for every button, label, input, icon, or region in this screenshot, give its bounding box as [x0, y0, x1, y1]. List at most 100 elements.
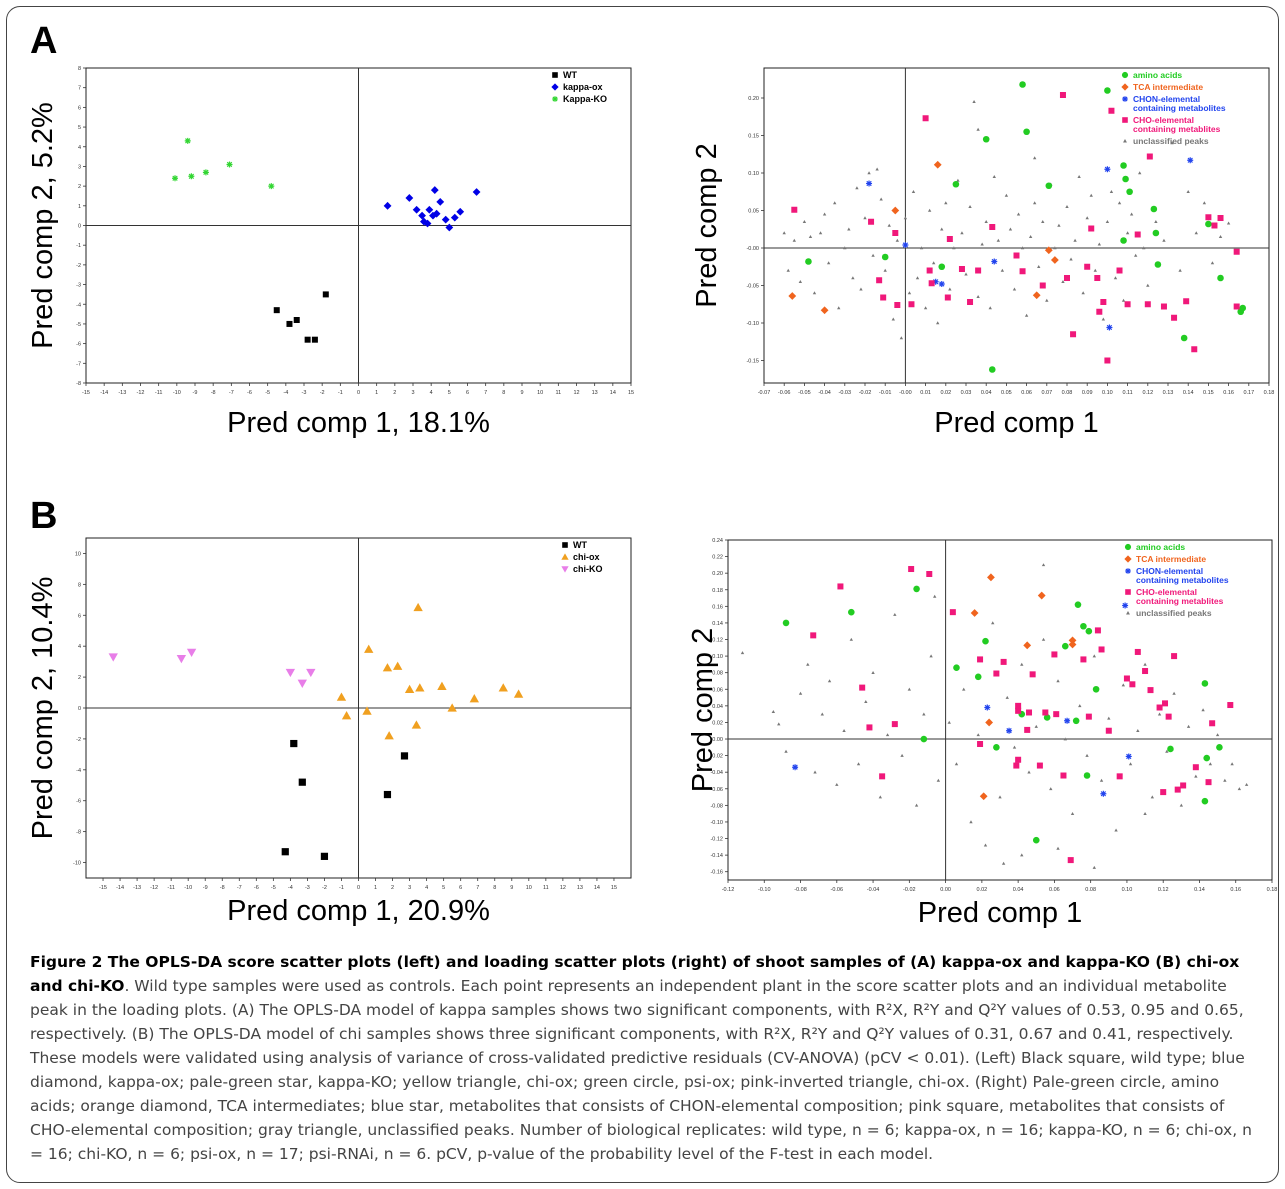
legend-marker [1124, 543, 1132, 551]
data-point [1123, 675, 1130, 682]
series-unclassified-peaks [740, 563, 1249, 869]
data-point [927, 208, 932, 212]
x-tick-label: 15 [628, 390, 634, 396]
data-point [993, 670, 1000, 677]
data-point [976, 127, 980, 131]
data-point [863, 216, 867, 220]
data-point [1167, 745, 1174, 753]
data-point [826, 261, 831, 265]
data-point [1117, 201, 1122, 205]
data-point [226, 161, 233, 168]
x-tick-label: 0.07 [1041, 390, 1052, 396]
x-tick-label: 10 [537, 390, 543, 396]
data-point [1039, 282, 1046, 289]
data-point [1060, 772, 1067, 779]
legend-label: TCA intermediate [1133, 82, 1203, 92]
x-tick-label: 0.11 [1122, 390, 1132, 396]
legend-marker [1125, 568, 1131, 574]
data-point [866, 724, 873, 731]
data-point [843, 246, 847, 250]
x-tick-label: 0.08 [1085, 887, 1096, 893]
legend-label: chi-KO [573, 564, 603, 574]
data-point [866, 180, 873, 187]
data-point [1084, 263, 1091, 270]
data-point [1081, 291, 1085, 295]
data-point [1001, 861, 1006, 865]
y-tick-label: 0 [78, 706, 81, 712]
data-point [899, 336, 904, 340]
data-point [875, 167, 879, 171]
data-point [891, 721, 898, 728]
x-tick-label: 0.17 [1243, 390, 1254, 396]
y-tick-label: -5 [76, 322, 81, 328]
data-point [991, 258, 998, 265]
data-point [1034, 724, 1038, 728]
data-point [977, 741, 984, 747]
x-tick-label: -3 [302, 390, 307, 396]
x-tick-label: -0.06 [831, 887, 844, 893]
data-point [447, 703, 457, 712]
data-point [1186, 724, 1191, 728]
data-point [1101, 317, 1106, 321]
y-tick-label: -4 [76, 768, 81, 774]
x-tick-label: -0.10 [758, 887, 771, 893]
data-point [1092, 654, 1096, 658]
data-point [1171, 653, 1178, 660]
data-point [1045, 182, 1053, 190]
y-tick-label: 0.10 [712, 654, 723, 660]
y-axis-label: Pred comp 2, 10.4% [28, 577, 59, 840]
y-tick-label: 4 [78, 644, 81, 650]
data-point [1042, 709, 1049, 716]
data-point [864, 700, 868, 704]
data-point [792, 764, 799, 771]
data-point [1059, 92, 1066, 98]
data-point [1146, 283, 1150, 287]
legend-marker [1126, 611, 1130, 615]
data-point [827, 679, 832, 683]
series-cho-elemental-containing-metablites [791, 92, 1240, 364]
data-point [1100, 790, 1107, 797]
data-point [1069, 257, 1073, 261]
data-point [891, 317, 895, 321]
data-point [1098, 646, 1105, 653]
data-point [1032, 156, 1037, 160]
data-point [1120, 237, 1127, 244]
data-point [1162, 700, 1169, 707]
x-tick-label: 0.06 [1049, 887, 1060, 893]
data-point [988, 306, 992, 310]
data-point [364, 644, 374, 653]
a-loading-plot: -0.07 -0.06 -0.05 -0.04 -0.03 -0.02 -0.01 -0.00… [691, 67, 1274, 439]
data-point [903, 216, 908, 220]
x-tick-label: 0.15 [1203, 390, 1214, 396]
data-point [1209, 720, 1216, 727]
y-tick-label: 0.15 [748, 134, 759, 140]
data-point [1218, 235, 1223, 239]
legend-marker [1121, 71, 1129, 79]
data-point [879, 197, 883, 201]
y-tick-label: -6 [76, 799, 81, 805]
y-tick-label: 0.02 [712, 720, 723, 726]
data-point [855, 186, 859, 190]
data-point [859, 684, 866, 691]
data-point [883, 268, 887, 272]
data-point [1043, 714, 1051, 721]
legend-label: amino acids [1136, 542, 1185, 552]
data-point [974, 673, 982, 681]
x-tick-label: 0.12 [1142, 390, 1153, 396]
data-point [1116, 773, 1123, 780]
data-point [902, 242, 909, 248]
data-point [1121, 298, 1126, 302]
data-point [1065, 205, 1069, 209]
data-point [1226, 221, 1231, 225]
legend-marker [561, 553, 569, 560]
data-point [1230, 762, 1234, 766]
x-tick-label: 2 [391, 885, 394, 891]
legend-label: unclassified peaks [1133, 136, 1209, 146]
data-point [293, 317, 300, 323]
data-point [949, 609, 956, 616]
data-point [1191, 346, 1198, 353]
data-point [1006, 727, 1013, 734]
data-point [842, 729, 846, 733]
data-point [430, 186, 439, 194]
data-point [782, 231, 786, 235]
